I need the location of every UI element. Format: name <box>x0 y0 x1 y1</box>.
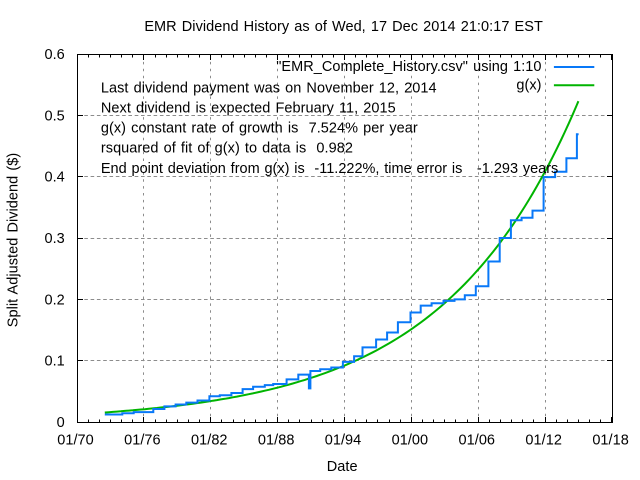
svg-text:rsquared of fit of g(x) to dat: rsquared of fit of g(x) to data is 0.982 <box>101 141 353 157</box>
svg-text:0: 0 <box>57 415 65 431</box>
svg-text:0.2: 0.2 <box>44 292 64 308</box>
svg-text:0.5: 0.5 <box>44 108 64 124</box>
svg-text:Last dividend payment was on N: Last dividend payment was on November 12… <box>101 80 437 96</box>
svg-text:01/12: 01/12 <box>525 433 562 449</box>
svg-text:01/70: 01/70 <box>57 433 94 449</box>
svg-text:01/06: 01/06 <box>459 433 496 449</box>
svg-text:01/18: 01/18 <box>592 433 629 449</box>
svg-text:g(x) constant rate of growth i: g(x) constant rate of growth is 7.524% p… <box>101 121 418 137</box>
svg-text:01/00: 01/00 <box>392 433 429 449</box>
svg-text:EMR Dividend History as of Wed: EMR Dividend History as of Wed, 17 Dec 2… <box>144 19 543 35</box>
svg-text:0.3: 0.3 <box>44 231 64 247</box>
svg-text:Next dividend is expected Febr: Next dividend is expected February 11, 2… <box>101 101 396 117</box>
svg-text:"EMR_Complete_History.csv" usi: "EMR_Complete_History.csv" using 1:10 <box>276 59 541 75</box>
svg-text:End point deviation from g(x): End point deviation from g(x) is -11.222… <box>101 161 558 177</box>
svg-text:0.1: 0.1 <box>44 354 64 370</box>
svg-text:01/82: 01/82 <box>191 433 228 449</box>
svg-text:01/94: 01/94 <box>325 433 362 449</box>
svg-text:Split Adjusted Dividend ($): Split Adjusted Dividend ($) <box>6 153 22 327</box>
svg-text:01/76: 01/76 <box>124 433 161 449</box>
svg-text:0.4: 0.4 <box>44 170 64 186</box>
svg-text:Date: Date <box>327 459 358 475</box>
svg-text:01/88: 01/88 <box>258 433 295 449</box>
svg-text:0.6: 0.6 <box>44 47 64 63</box>
svg-text:g(x): g(x) <box>516 77 541 93</box>
